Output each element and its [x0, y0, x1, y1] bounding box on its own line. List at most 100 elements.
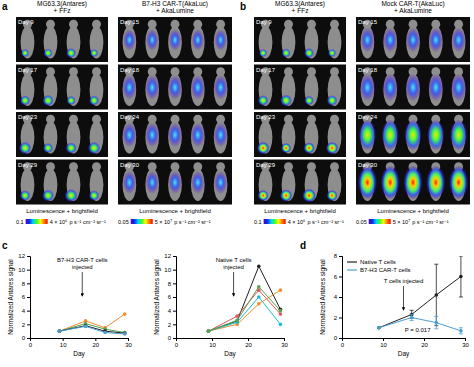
luminescence-spot	[168, 75, 182, 100]
luminescence-spot	[405, 74, 421, 102]
luminescence-spot	[123, 171, 136, 194]
data-point	[410, 316, 414, 320]
mouse-body	[429, 26, 443, 58]
data-point	[58, 329, 62, 333]
image-background	[16, 17, 108, 62]
day-label: Day 29	[18, 162, 38, 168]
mouse-head	[284, 20, 293, 29]
data-point	[207, 329, 211, 333]
y-tick-label: 12	[164, 253, 171, 259]
luminescence-spot	[327, 95, 338, 106]
data-point	[435, 293, 439, 297]
y-tick: 8	[22, 281, 30, 287]
series-line	[59, 326, 124, 334]
y-tick-label: 6	[168, 294, 172, 300]
y-tick-mark	[173, 297, 176, 298]
annotation-text: B7-H3 CAR-T cells	[57, 257, 108, 263]
day-label: Day 23	[256, 114, 276, 120]
mouse-image: Day 29	[254, 160, 346, 205]
mouse-image: Day 30	[356, 160, 470, 205]
luminescence-spot	[304, 48, 314, 58]
data-point	[377, 326, 381, 330]
x-tick-label: 20	[421, 342, 428, 348]
mouse-head	[193, 67, 202, 76]
colorbar-unit: p s⁻¹ cm⁻² sr⁻¹	[174, 219, 211, 225]
y-tick-mark	[27, 256, 30, 257]
mouse-head	[307, 115, 316, 124]
luminescence-spot	[191, 75, 205, 100]
luminescence-spot	[19, 142, 32, 155]
y-tick: 6	[168, 294, 176, 300]
y-tick-mark	[173, 338, 176, 339]
mouse-head	[330, 67, 339, 76]
mouse-body	[145, 121, 159, 153]
colorbar-tick-label: 0.05	[356, 219, 367, 225]
line-chart: 0102030024681012DayNormalized Antares si…	[153, 253, 288, 358]
colorbar-unit: p s⁻¹ cm⁻² sr⁻¹	[412, 219, 449, 225]
colorbar-tick-label: 4 × 10⁶	[288, 219, 306, 225]
annotation: B7-H3 CAR-T cellsinjected	[57, 257, 108, 296]
y-tick-mark	[173, 324, 176, 325]
image-background	[254, 112, 346, 157]
luminescence-spot	[451, 74, 467, 102]
luminescence-spot	[21, 49, 29, 57]
y-tick: 2	[168, 322, 176, 328]
series-line	[208, 297, 280, 331]
mouse-body	[406, 26, 420, 58]
mouse-head	[171, 67, 180, 76]
mouse-body	[168, 26, 182, 58]
x-tick: 0	[29, 338, 33, 348]
mouse-image: Day 23	[254, 112, 346, 157]
y-tick-mark	[27, 270, 30, 271]
y-tick-label: 2	[334, 315, 338, 321]
x-tick: 10	[380, 338, 387, 348]
x-tick: 10	[209, 338, 216, 348]
x-tick-label: 0	[29, 342, 33, 348]
mouse-image: Day 24	[356, 112, 470, 157]
image-background	[356, 160, 470, 205]
luminescence-spot	[192, 29, 204, 51]
x-tick-label: 0	[175, 342, 179, 348]
error-bar	[459, 328, 463, 334]
luminescence-spot	[42, 95, 53, 106]
legend-label: B7-H3 CAR-T cells	[360, 267, 411, 273]
x-axis: 0102030	[175, 338, 289, 348]
image-column: Mock CAR-T(AkaLuc)+ AkaLumineDay 15Day 1…	[356, 0, 470, 225]
luminescence-spot	[168, 123, 182, 148]
luminescence-spot	[20, 190, 31, 201]
x-tick-label: 30	[281, 342, 288, 348]
mouse-body	[123, 169, 137, 201]
x-tick-label: 0	[341, 342, 345, 348]
annotation-arrow	[403, 286, 404, 310]
x-axis-title: Day	[73, 350, 85, 358]
luminescence-spot	[281, 143, 291, 153]
y-tick-mark	[27, 324, 30, 325]
y-tick-label: 6	[22, 294, 26, 300]
panel-label: b	[240, 1, 246, 12]
x-tick-mark	[63, 338, 64, 341]
luminescence-spot	[67, 96, 76, 105]
x-tick-mark	[465, 338, 466, 341]
mouse-head	[171, 115, 180, 124]
x-tick-label: 30	[125, 342, 132, 348]
series-line	[208, 266, 280, 331]
luminescence-spot	[449, 166, 469, 200]
image-column: MG63.3(Antares)+ FFzDay 9Day 17Day 23Day…	[254, 0, 346, 225]
error-bar	[434, 316, 438, 328]
mouse-body	[21, 74, 35, 106]
plot-area	[207, 264, 283, 333]
mouse-body	[145, 169, 159, 201]
mouse-head	[330, 115, 339, 124]
mouse-body	[90, 74, 104, 106]
y-tick-mark	[27, 311, 30, 312]
y-axis-title: Normalized Antares signal	[153, 259, 161, 335]
series-line	[379, 277, 461, 328]
day-label: Day 30	[120, 162, 140, 168]
data-point	[279, 312, 283, 316]
y-tick-mark	[173, 270, 176, 271]
series-line	[208, 287, 280, 331]
mouse-image: Day 30	[118, 160, 232, 205]
mouse-head	[431, 20, 440, 29]
mouse-body	[145, 26, 159, 58]
mouse-body	[383, 26, 397, 58]
